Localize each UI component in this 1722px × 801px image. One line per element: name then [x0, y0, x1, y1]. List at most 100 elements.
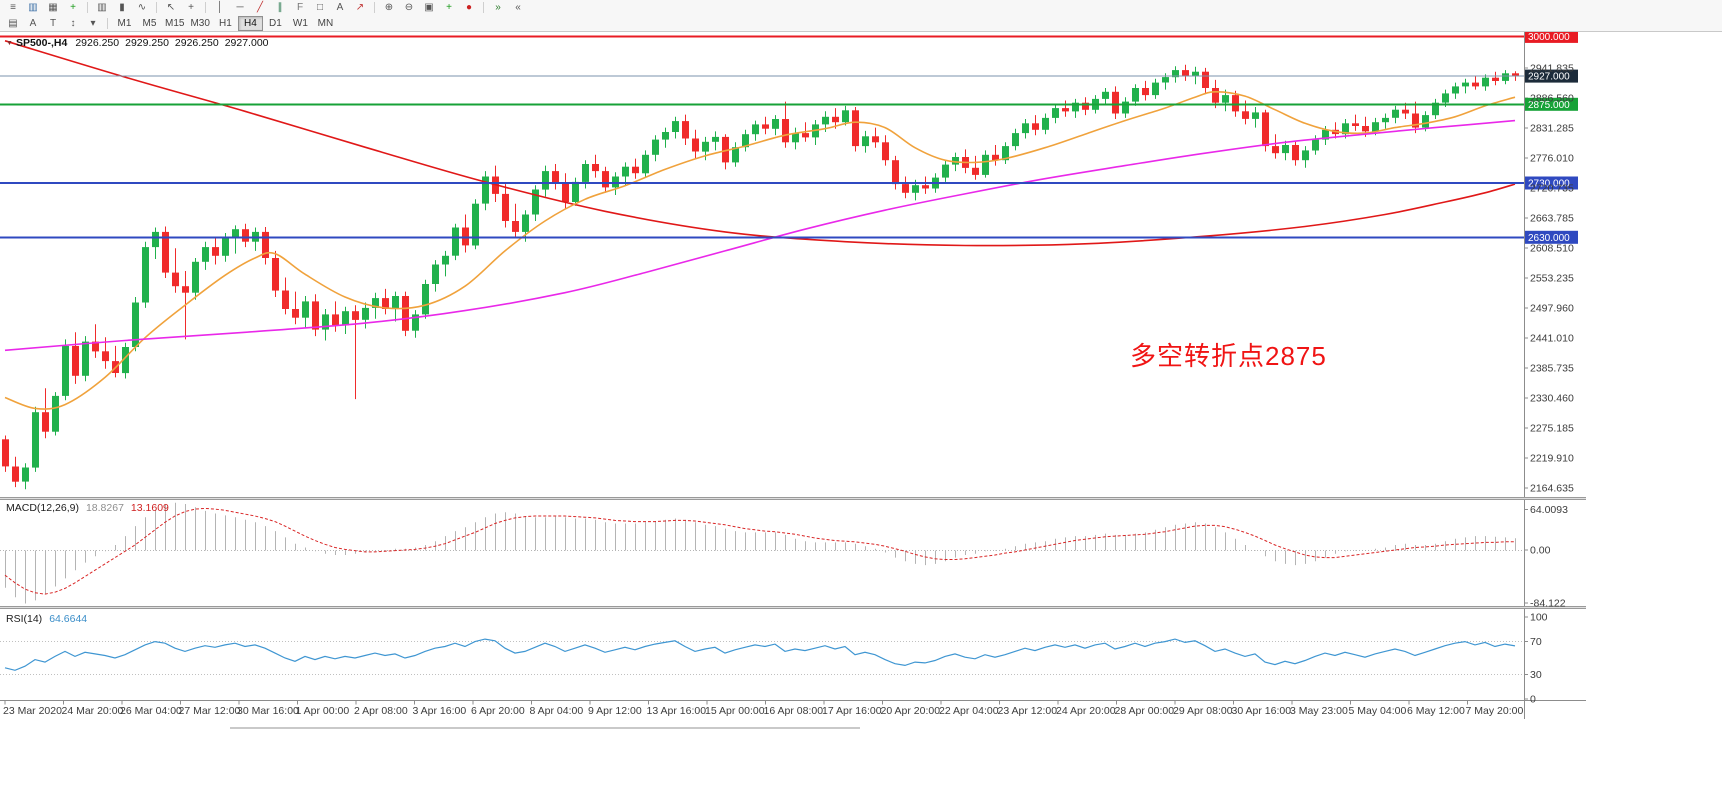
candle-body [472, 203, 479, 246]
indicators-add-icon[interactable]: + [440, 1, 458, 14]
new-chart-icon[interactable]: ▥ [24, 1, 42, 14]
toolbar-separator [87, 2, 88, 13]
time-scale-label: 20 Apr 20:00 [881, 705, 941, 717]
profiles-icon[interactable]: ▦ [44, 1, 62, 14]
candle-body [572, 181, 579, 202]
collapse-triangle-icon[interactable]: ▼ [6, 40, 13, 47]
channel-icon[interactable]: ∥ [271, 1, 289, 14]
cursor-icon[interactable]: ↖ [162, 1, 180, 14]
price-scale-label: 2553.235 [1530, 273, 1574, 285]
price-scale-label: 2941.835 [1530, 63, 1574, 75]
horizontal-line-icon[interactable]: ─ [231, 1, 249, 14]
candle-body [1212, 88, 1219, 103]
text-label-icon[interactable]: A [24, 17, 42, 30]
time-scale-label: 5 May 04:00 [1349, 705, 1407, 717]
candle-body [162, 231, 169, 273]
candle-body [582, 164, 589, 182]
time-scale-label: 29 Apr 08:00 [1173, 705, 1233, 717]
candle-body [202, 247, 209, 262]
price-badge-label: 3000.000 [1528, 32, 1570, 43]
candle-body [952, 157, 959, 165]
autoscroll-icon[interactable]: » [489, 1, 507, 14]
toolbar: ≡ ▥ ▦ + ▥ ▮ ∿ ↖ + │ ─ ╱ ∥ F □ A ↗ ⊕ ⊖ ▣ + ●» « ▤ A T ↕ ▾ M1 M5 M15 M30… [0, 0, 1722, 32]
toolbar-menu-icon[interactable]: ≡ [4, 1, 22, 14]
chart-line-icon[interactable]: ∿ [133, 1, 151, 14]
chart-shift-icon[interactable]: « [509, 1, 527, 14]
timeframe-M5[interactable]: M5 [137, 16, 162, 31]
candle-body [1202, 71, 1209, 88]
timeframe-M30[interactable]: M30 [187, 16, 212, 31]
price-scale-label: 2219.910 [1530, 453, 1574, 465]
candle-body [1162, 77, 1169, 83]
candle-body [642, 154, 649, 174]
timeframe-W1[interactable]: W1 [288, 16, 313, 31]
time-scale-label: 24 Apr 20:00 [1056, 705, 1116, 717]
moving-averages [4, 40, 1516, 410]
ohlc-close: 2927.000 [224, 37, 269, 49]
candle-body [452, 227, 459, 256]
timeframe-M1[interactable]: M1 [112, 16, 137, 31]
trendline-icon[interactable]: ╱ [251, 1, 269, 14]
macd-scale-label: 64.0093 [1530, 504, 1568, 516]
price-scale-label: 2497.960 [1530, 303, 1574, 315]
time-scale-label: 2 Apr 08:00 [354, 705, 408, 717]
vertical-line-icon[interactable]: │ [211, 1, 229, 14]
dropdown-arrow-icon[interactable]: ▾ [84, 17, 102, 30]
tile-windows-icon[interactable]: ▣ [420, 1, 438, 14]
timeframe-H4[interactable]: H4 [237, 15, 263, 31]
alerts-icon[interactable]: ● [460, 1, 478, 14]
candle-body [1182, 70, 1189, 76]
rsi-line [4, 638, 1516, 671]
timeframe-D1[interactable]: D1 [263, 16, 288, 31]
time-scale-label: 15 Apr 00:00 [705, 705, 765, 717]
candle-body [1402, 109, 1409, 114]
time-scale-label: 26 Mar 04:00 [120, 705, 182, 717]
candle-body [1492, 77, 1499, 81]
candle-body [1222, 95, 1229, 103]
text-icon[interactable]: A [331, 1, 349, 14]
zoom-in-icon[interactable]: ⊕ [380, 1, 398, 14]
candle-body [1432, 102, 1439, 116]
candle-body [872, 136, 879, 143]
price-scale-label: 2720.735 [1530, 183, 1574, 195]
candle-body [982, 154, 989, 175]
objects-list-icon[interactable]: ▤ [4, 17, 22, 30]
toolbar-row-1: ≡ ▥ ▦ + ▥ ▮ ∿ ↖ + │ ─ ╱ ∥ F □ A ↗ ⊕ ⊖ ▣ + ●» « [0, 0, 1722, 15]
candle-body [1192, 71, 1199, 76]
horizontal-lines [0, 35, 1524, 239]
candle-body [1242, 111, 1249, 119]
chart-candles-icon[interactable]: ▮ [113, 1, 131, 14]
candle-body [922, 185, 929, 189]
text-box-icon[interactable]: T [44, 17, 62, 30]
price-badge [1525, 176, 1578, 190]
macd-signal-value: 13.1609 [130, 502, 169, 514]
new-order-icon[interactable]: + [64, 1, 82, 14]
ohlc-high: 2929.250 [125, 37, 169, 49]
price-badge [1525, 69, 1578, 83]
price-scale-label: 2275.185 [1530, 423, 1574, 435]
candle-body [1112, 91, 1119, 114]
shapes-icon[interactable]: □ [311, 1, 329, 14]
crosshair-icon[interactable]: + [182, 1, 200, 14]
candle-body [1022, 123, 1029, 134]
chart-bars-icon[interactable]: ▥ [93, 1, 111, 14]
timeframe-MN[interactable]: MN [313, 16, 338, 31]
candle-body [602, 171, 609, 188]
time-scale-label: 23 Apr 12:00 [998, 705, 1058, 717]
timeframe-H1[interactable]: H1 [213, 16, 238, 31]
candle-body [212, 247, 219, 256]
candle-body [792, 133, 799, 143]
candle-body [392, 296, 399, 309]
fibonacci-icon[interactable]: F [291, 1, 309, 14]
candle-body [552, 171, 559, 183]
arrow-marker-icon[interactable]: ↗ [351, 1, 369, 14]
candle-body [432, 264, 439, 284]
zoom-out-icon[interactable]: ⊖ [400, 1, 418, 14]
scale-fix-icon[interactable]: ↕ [64, 17, 82, 30]
timeframe-M15[interactable]: M15 [162, 16, 187, 31]
candles [2, 64, 1519, 490]
chart-annotation-text[interactable]: 多空转折点2875 [1130, 341, 1327, 371]
candle-body [142, 247, 149, 303]
rsi-value: 64.6644 [49, 613, 88, 625]
candle-body [1362, 126, 1369, 132]
